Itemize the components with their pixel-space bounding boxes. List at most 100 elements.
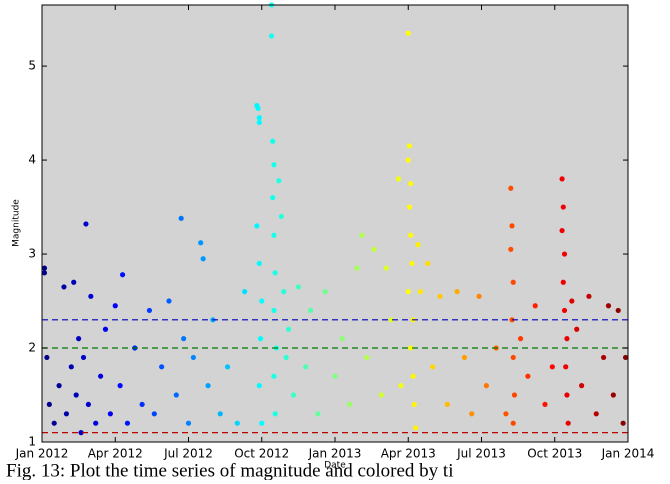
point: [610, 392, 616, 398]
point: [281, 289, 287, 295]
x-tick-label: Oct 2012: [234, 447, 289, 461]
point: [181, 336, 187, 342]
point: [503, 411, 509, 417]
y-tick-label: 4: [28, 153, 36, 167]
point: [354, 265, 360, 271]
point: [559, 176, 565, 182]
point: [200, 256, 206, 262]
point: [198, 240, 204, 246]
point: [102, 326, 109, 332]
point: [411, 401, 417, 408]
point: [437, 293, 443, 299]
point: [286, 326, 292, 332]
point: [205, 383, 211, 389]
point: [166, 298, 172, 304]
point: [44, 354, 50, 361]
point: [61, 284, 67, 290]
point: [508, 185, 514, 191]
point: [271, 232, 277, 238]
point: [622, 354, 629, 361]
point: [408, 232, 414, 238]
point: [405, 289, 411, 295]
point: [564, 336, 570, 342]
point: [217, 411, 223, 417]
point: [605, 303, 612, 309]
point: [388, 317, 394, 323]
point: [483, 383, 489, 389]
point: [83, 221, 89, 227]
point: [569, 298, 575, 304]
point: [408, 180, 414, 187]
point: [272, 411, 278, 417]
y-tick-label: 5: [28, 59, 36, 73]
point: [371, 246, 377, 252]
point: [268, 33, 275, 39]
point: [41, 270, 48, 276]
point: [272, 270, 278, 276]
point: [259, 298, 265, 304]
point: [339, 336, 345, 342]
point: [278, 213, 284, 220]
point: [322, 289, 328, 295]
point: [159, 364, 165, 370]
point: [620, 420, 626, 426]
point: [600, 354, 607, 361]
point: [561, 307, 568, 314]
point: [56, 383, 62, 389]
x-tick-label: Jan 2013: [308, 447, 362, 461]
point: [242, 289, 248, 295]
point: [560, 279, 566, 285]
point: [565, 420, 571, 426]
plot-area: [42, 5, 628, 442]
x-tick-label: Jan 2014: [601, 447, 655, 461]
point: [593, 411, 599, 417]
point: [398, 383, 404, 389]
point: [51, 420, 57, 426]
x-axis-label: Date: [324, 461, 346, 471]
point: [255, 105, 261, 111]
point: [586, 293, 592, 299]
point: [332, 373, 338, 379]
point: [430, 364, 436, 370]
point: [276, 178, 282, 184]
point: [146, 307, 153, 314]
point: [112, 303, 118, 309]
point: [517, 336, 524, 342]
point: [395, 176, 402, 182]
point: [256, 260, 262, 267]
point: [283, 354, 289, 361]
point: [563, 364, 569, 370]
point: [560, 204, 566, 210]
point: [417, 289, 424, 295]
point: [259, 420, 265, 426]
point: [511, 392, 518, 398]
point: [178, 215, 184, 221]
point: [98, 373, 104, 379]
y-tick-label: 1: [28, 435, 36, 449]
point: [574, 326, 580, 332]
point: [410, 373, 416, 379]
point: [425, 260, 431, 267]
point: [510, 279, 516, 285]
point: [409, 260, 415, 267]
point: [271, 162, 277, 168]
point: [271, 373, 277, 379]
point: [85, 401, 91, 408]
y-tick-label: 2: [28, 341, 36, 355]
point: [151, 411, 157, 417]
x-tick-label: Apr 2012: [88, 447, 143, 461]
point: [444, 401, 450, 408]
point: [359, 232, 365, 238]
point: [139, 401, 145, 408]
x-tick-label: Jul 2012: [163, 447, 213, 461]
point: [254, 223, 260, 229]
point: [80, 354, 87, 361]
point: [78, 430, 84, 436]
point: [76, 336, 82, 342]
point: [71, 279, 77, 285]
point: [412, 425, 419, 431]
point: [406, 143, 413, 149]
point: [224, 364, 231, 370]
point: [73, 392, 79, 398]
